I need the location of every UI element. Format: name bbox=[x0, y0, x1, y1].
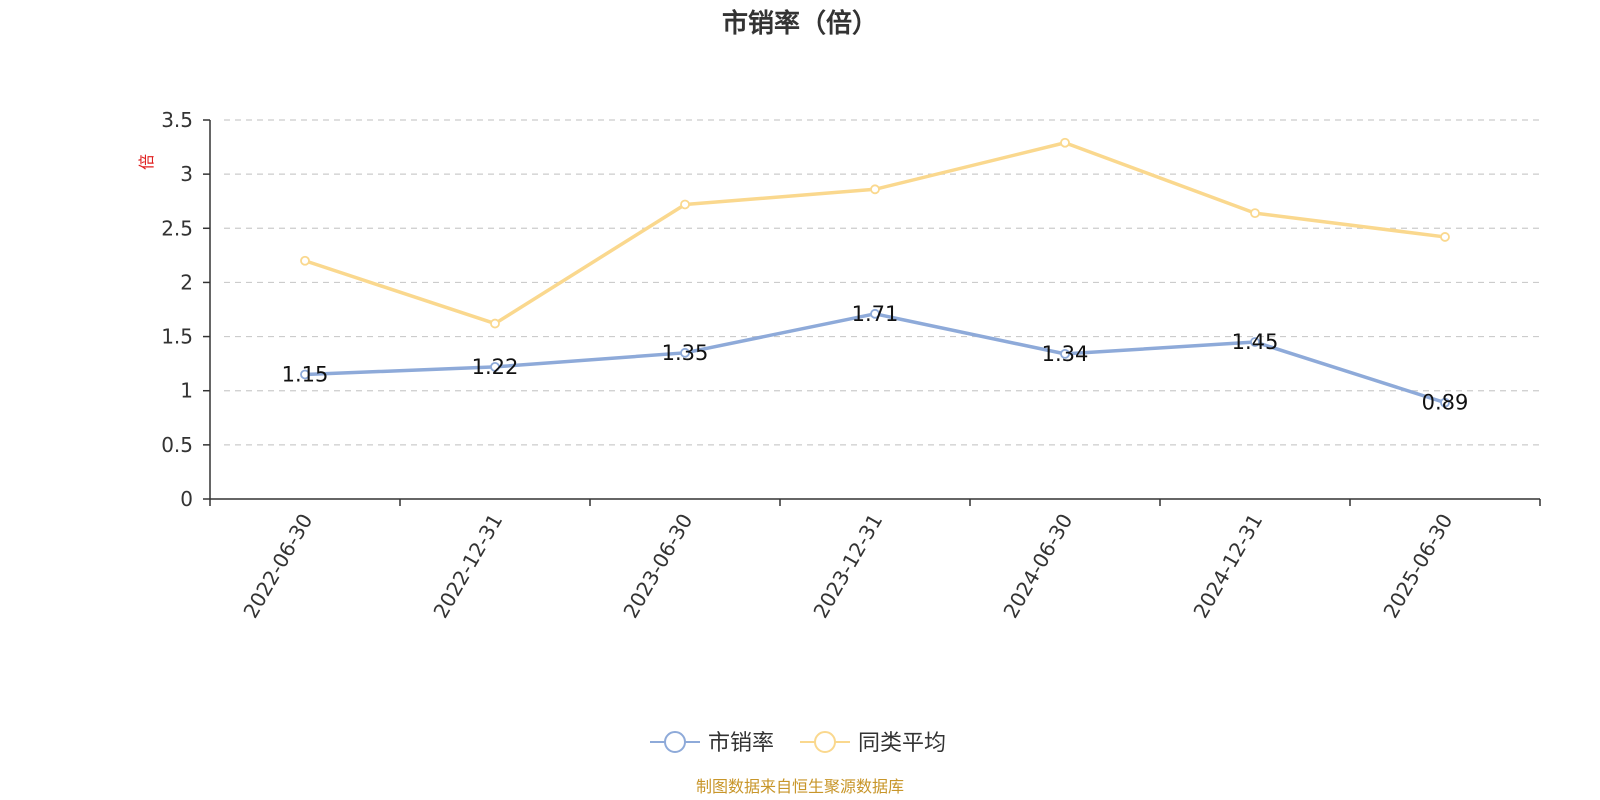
legend-label: 同类平均 bbox=[858, 731, 946, 756]
data-point bbox=[300, 369, 310, 380]
data-point bbox=[870, 308, 880, 319]
data-labels: 1.15 1.22 1.35 1.71 1.34 1.45 0.89 bbox=[282, 302, 1469, 415]
data-point bbox=[680, 199, 690, 210]
data-point bbox=[1060, 348, 1070, 359]
data-point bbox=[680, 347, 690, 358]
series-line bbox=[304, 140, 1446, 326]
x-tick-label: 2024-06-30 bbox=[998, 510, 1077, 623]
x-tick-label: 2025-06-30 bbox=[1378, 510, 1457, 623]
data-point bbox=[300, 255, 310, 266]
data-point bbox=[1250, 337, 1260, 347]
data-label: 1.34 bbox=[1042, 342, 1089, 366]
x-tick-label: 2022-06-30 bbox=[238, 510, 317, 623]
x-tick-label: 2023-12-31 bbox=[808, 510, 887, 623]
y-tick-label: 1.5 bbox=[161, 325, 193, 349]
legend-marker bbox=[664, 731, 686, 753]
y-axis-unit: 倍 bbox=[137, 154, 156, 170]
y-tick-label: 3.5 bbox=[161, 108, 193, 132]
x-tick-label: 2024-12-31 bbox=[1188, 510, 1267, 623]
x-tick-label: 2022-12-31 bbox=[428, 510, 507, 623]
x-tick-label: 2023-06-30 bbox=[618, 510, 697, 623]
data-point bbox=[1060, 137, 1070, 148]
y-tick-label: 1 bbox=[180, 379, 193, 403]
legend: 市销率 同类平均 bbox=[650, 731, 946, 756]
data-label: 1.71 bbox=[852, 302, 899, 326]
data-label: 1.22 bbox=[472, 355, 519, 379]
y-axis-ticks: 0 0.5 1 1.5 2 2.5 3 3.5 bbox=[161, 108, 210, 511]
chart-title: 市销率（倍） bbox=[722, 8, 878, 39]
x-axis-ticks: 2022-06-30 2022-12-31 2023-06-30 2023-12-31… bbox=[209, 499, 1541, 623]
data-point bbox=[1440, 397, 1450, 408]
y-tick-label: 0 bbox=[180, 487, 193, 511]
data-point bbox=[1250, 208, 1260, 219]
data-label: 0.89 bbox=[1422, 391, 1469, 415]
legend-marker bbox=[814, 731, 836, 753]
data-point bbox=[490, 361, 500, 372]
y-tick-label: 0.5 bbox=[161, 433, 193, 457]
data-label: 1.45 bbox=[1232, 330, 1279, 354]
data-point bbox=[1440, 232, 1450, 242]
grid-lines bbox=[224, 119, 1540, 446]
axes bbox=[209, 120, 1540, 500]
source-note: 制图数据来自恒生聚源数据库 bbox=[696, 777, 904, 796]
legend-label: 市销率 bbox=[708, 731, 774, 756]
series-group bbox=[300, 137, 1450, 408]
data-point bbox=[490, 318, 500, 329]
data-point bbox=[870, 184, 880, 195]
data-label: 1.15 bbox=[282, 362, 329, 386]
y-tick-label: 2 bbox=[180, 270, 193, 294]
data-label: 1.35 bbox=[662, 341, 709, 365]
y-tick-label: 2.5 bbox=[161, 216, 193, 240]
y-tick-label: 3 bbox=[180, 162, 193, 186]
